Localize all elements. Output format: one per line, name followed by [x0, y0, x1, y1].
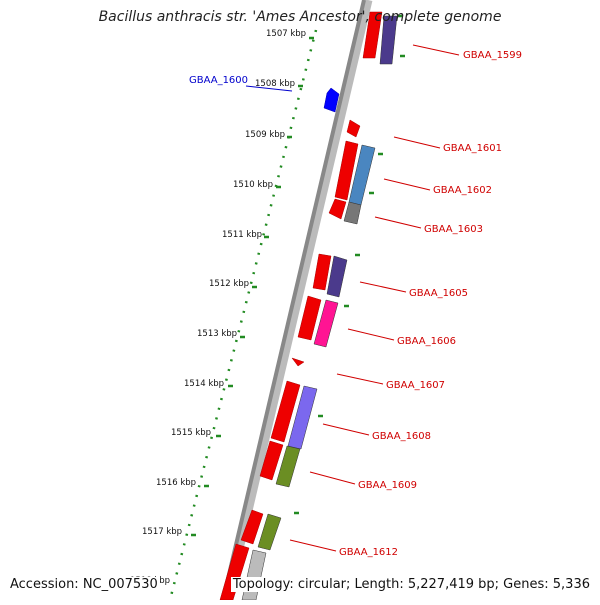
leader-1612: [289, 539, 337, 552]
ruler-labels: 1507 kbp 1508 kbp 1509 kbp 1510 kbp 1511…: [130, 29, 306, 586]
gene-label-1612[interactable]: GBAA_1612: [339, 547, 398, 558]
cog-bar-1609: [275, 445, 301, 488]
cog-bar-1606: [313, 299, 339, 348]
gene-label-1601[interactable]: GBAA_1601: [443, 143, 502, 154]
gene-label-1609[interactable]: GBAA_1609: [358, 480, 417, 491]
gene-arrow-1612[interactable]: [240, 509, 264, 545]
leader-1602: [383, 178, 431, 191]
cog-bar-1605: [326, 255, 348, 298]
gene-arrow-1606[interactable]: [297, 295, 322, 341]
ruler-label: 1507 kbp: [266, 29, 306, 39]
leader-1606: [347, 328, 395, 341]
ruler-label: 1516 kbp: [156, 478, 196, 488]
ruler-label: 1508 kbp: [255, 79, 295, 89]
backbone-shadow: [222, 0, 373, 602]
map-title: Bacillus anthracis str. 'Ames Ancestor',…: [98, 9, 502, 25]
cog-bars: [241, 15, 398, 601]
gene-arrow-1599[interactable]: [362, 11, 383, 59]
leader-1609: [309, 471, 356, 485]
forward-genes: [219, 11, 383, 601]
gene-label-1605[interactable]: GBAA_1605: [409, 288, 468, 299]
gene-label-1603[interactable]: GBAA_1603: [424, 224, 483, 235]
leader-1600: [245, 85, 293, 92]
gene-arrow-1609[interactable]: [259, 440, 284, 481]
gene-label-1602[interactable]: GBAA_1602: [433, 185, 492, 196]
gene-label-1599[interactable]: GBAA_1599: [463, 50, 522, 61]
ruler-minor-ticks: [168, 29, 318, 601]
cog-bar-1612: [257, 513, 282, 551]
gene-arrow-1608[interactable]: [270, 380, 301, 443]
backbone-line: [221, 0, 366, 601]
ruler-label: 1511 kbp: [222, 230, 262, 240]
genome-backbone: [221, 0, 373, 602]
gene-arrow-1600[interactable]: [323, 87, 340, 113]
gene-label-1608[interactable]: GBAA_1608: [372, 431, 431, 442]
lane-ticks: [294, 14, 405, 515]
gene-label-1606[interactable]: GBAA_1606: [397, 336, 456, 347]
gene-arrow-1605[interactable]: [312, 253, 332, 291]
cog-bar-1608: [287, 385, 318, 450]
ruler-label: 1513 kbp: [197, 329, 237, 339]
cog-bar-1603: [343, 201, 362, 225]
leader-1605: [359, 281, 407, 293]
gene-arrow-1601-small[interactable]: [346, 119, 361, 138]
leader-1608: [322, 423, 370, 436]
gene-arrow-1603[interactable]: [328, 198, 347, 220]
leader-1601: [393, 136, 441, 149]
cog-bar-1599: [379, 15, 398, 65]
gene-label-1607[interactable]: GBAA_1607: [386, 380, 445, 391]
ruler-label: 1514 kbp: [184, 379, 224, 389]
gene-label-1600[interactable]: GBAA_1600: [189, 75, 248, 86]
leader-lines: [245, 44, 460, 552]
ruler-label: 1510 kbp: [233, 180, 273, 190]
topology-text: Topology: circular; Length: 5,227,419 bp…: [230, 577, 592, 592]
leader-1607: [336, 373, 384, 385]
gene-arrow-1601[interactable]: [334, 140, 359, 201]
leader-1599: [412, 44, 460, 56]
gene-labels: GBAA_1599 GBAA_1600 GBAA_1601 GBAA_1602 …: [189, 50, 522, 558]
gene-arrow-1607[interactable]: [291, 357, 305, 367]
ruler-label: 1515 kbp: [171, 428, 211, 438]
ruler-label: 1517 kbp: [142, 527, 182, 537]
ruler-label: 1509 kbp: [245, 130, 285, 140]
leader-1603: [374, 216, 422, 229]
ruler-label: 1512 kbp: [209, 279, 249, 289]
accession-text: Accession: NC_007530: [8, 577, 160, 592]
